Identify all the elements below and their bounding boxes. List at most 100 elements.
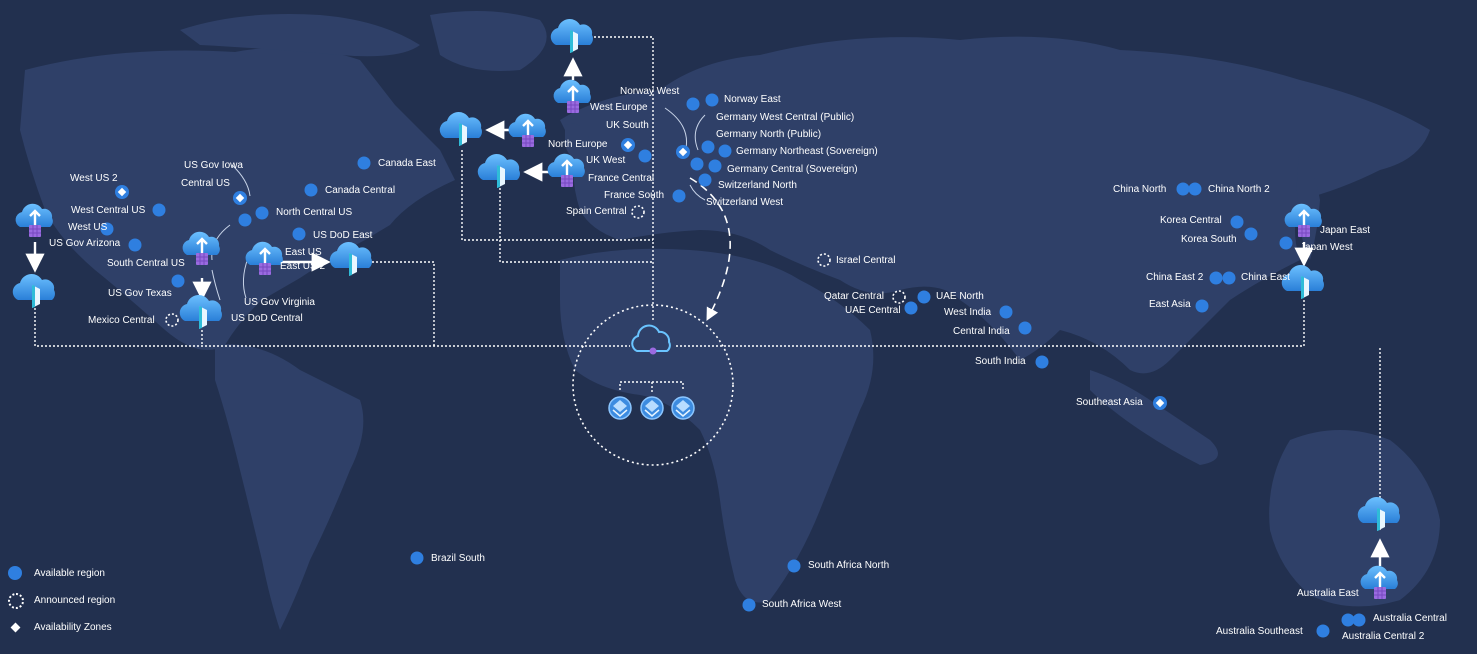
region-label-west-india: West India — [944, 307, 992, 318]
region-label-uae-north: UAE North — [936, 291, 984, 302]
available-region-marker-south-africa-north — [787, 559, 801, 573]
region-label-japan-east: Japan East — [1320, 225, 1371, 236]
available-region-marker-germany-west-central — [686, 97, 700, 111]
region-label-china-north-2: China North 2 — [1208, 184, 1270, 195]
available-region-marker-uae-central — [904, 301, 918, 315]
region-label-china-north: China North — [1113, 184, 1167, 195]
backup-hub-ring — [572, 304, 734, 466]
region-label-germany-north: Germany North (Public) — [716, 129, 822, 140]
region-label-south-africa-north: South Africa North — [808, 560, 890, 571]
announced-region-marker-qatar-central — [892, 290, 906, 304]
region-label-spain-central: Spain Central — [566, 206, 627, 217]
legend-available: Available region — [8, 560, 115, 587]
region-label-germany-central: Germany Central (Sovereign) — [727, 164, 858, 175]
zone-region-marker-france-central — [676, 145, 690, 159]
region-label-east-asia: East Asia — [1149, 299, 1191, 310]
region-label-norway-west: Norway West — [620, 86, 680, 97]
available-region-marker-east-asia — [1195, 299, 1209, 313]
region-label-china-east: China East — [1241, 272, 1290, 283]
region-label-east-us-2: East US 2 — [280, 261, 326, 272]
region-label-japan-west: Japan West — [1300, 242, 1353, 253]
available-region-marker-china-north-2 — [1188, 182, 1202, 196]
region-label-canada-central: Canada Central — [325, 185, 396, 196]
available-region-icon — [8, 565, 22, 580]
available-region-marker-south-india — [1035, 355, 1049, 369]
available-region-marker-us-gov-texas — [171, 274, 185, 288]
legend-announced: Announced region — [8, 587, 115, 614]
legend-zones-label: Availability Zones — [34, 622, 112, 633]
available-region-marker-china-east-2 — [1209, 271, 1223, 285]
region-label-us-gov-arizona: US Gov Arizona — [49, 238, 121, 249]
available-region-marker-norway-east — [705, 93, 719, 107]
replication-links — [34, 36, 1381, 530]
available-region-marker-canada-central — [304, 183, 318, 197]
region-label-west-us-2: West US 2 — [70, 173, 118, 184]
region-label-southeast-asia: Southeast Asia — [1076, 397, 1143, 408]
region-label-australia-southeast: Australia Southeast — [1216, 626, 1303, 637]
region-label-korea-south: Korea South — [1181, 234, 1237, 245]
available-region-marker-germany-north — [701, 140, 715, 154]
region-label-north-central-us: North Central US — [276, 207, 353, 218]
region-label-germany-west-central: Germany West Central (Public) — [716, 112, 855, 123]
region-label-france-south: France South — [604, 190, 665, 201]
region-label-central-india: Central India — [953, 326, 1010, 337]
legend-zones: Availability Zones — [8, 614, 115, 641]
available-region-marker-japan-west — [1279, 236, 1293, 250]
region-label-germany-northeast: Germany Northeast (Sovereign) — [736, 146, 878, 157]
available-region-marker-germany-northeast — [718, 144, 732, 158]
continents — [20, 11, 1440, 630]
region-label-east-us: East US — [285, 247, 322, 258]
region-label-uk-west: UK West — [586, 155, 626, 166]
legend-announced-label: Announced region — [34, 595, 116, 606]
announced-region-marker-mexico-central — [165, 313, 179, 327]
available-region-marker-china-north — [1176, 182, 1190, 196]
legend-available-label: Available region — [34, 568, 105, 579]
available-region-marker-west-central-us — [152, 203, 166, 217]
available-region-marker-switzerland-north — [690, 157, 704, 171]
available-region-marker-south-central-us — [238, 213, 252, 227]
region-label-us-dod-east: US DoD East — [313, 230, 373, 241]
available-region-marker-us-dod-east — [292, 227, 306, 241]
zone-region-marker-north-europe — [621, 138, 635, 152]
available-region-marker-brazil-south — [410, 551, 424, 565]
available-region-marker-korea-central — [1230, 215, 1244, 229]
zone-region-marker-central-us — [233, 191, 247, 205]
region-label-uk-south: UK South — [606, 120, 649, 131]
region-label-canada-east: Canada East — [378, 158, 436, 169]
available-region-marker-switzerland-west — [698, 173, 712, 187]
available-region-marker-australia-central — [1352, 613, 1366, 627]
available-region-marker-uae-north — [917, 290, 931, 304]
region-label-south-central-us: South Central US — [107, 258, 185, 269]
announced-region-icon — [8, 592, 24, 609]
map-legend: Available region Announced region Availa… — [8, 560, 115, 641]
announced-region-marker-israel-central — [817, 253, 831, 267]
region-label-us-gov-iowa: US Gov Iowa — [184, 160, 243, 171]
zone-region-marker-west-us-2 — [115, 185, 129, 199]
region-label-switzerland-west: Switzerland West — [706, 197, 784, 208]
region-label-west-central-us: West Central US — [71, 205, 146, 216]
available-region-marker-uk-west — [638, 149, 652, 163]
region-label-qatar-central: Qatar Central — [824, 291, 885, 302]
backup-vault-cloud-icon — [631, 324, 671, 355]
region-label-norway-east: Norway East — [724, 94, 781, 105]
available-region-marker-australia-central-2 — [1341, 613, 1355, 627]
available-region-marker-germany-central — [708, 159, 722, 173]
region-label-south-africa-west: South Africa West — [762, 599, 842, 610]
region-label-us-gov-virginia: US Gov Virginia — [244, 297, 315, 308]
region-label-australia-east: Australia East — [1297, 588, 1359, 599]
availability-zone-icon — [10, 622, 21, 632]
region-label-us-gov-texas: US Gov Texas — [108, 288, 172, 299]
available-region-marker-west-us — [100, 222, 114, 236]
region-label-north-europe: North Europe — [548, 139, 608, 150]
region-label-korea-central: Korea Central — [1160, 215, 1222, 226]
region-label-mexico-central: Mexico Central — [88, 315, 155, 326]
region-label-west-us: West US — [68, 222, 108, 233]
region-label-australia-central-2: Australia Central 2 — [1342, 631, 1425, 642]
region-label-brazil-south: Brazil South — [431, 553, 485, 564]
region-label-south-india: South India — [975, 356, 1026, 367]
region-label-china-east-2: China East 2 — [1146, 272, 1204, 283]
available-region-marker-us-gov-arizona — [128, 238, 142, 252]
region-label-australia-central: Australia Central — [1373, 613, 1447, 624]
available-region-marker-china-east — [1222, 271, 1236, 285]
